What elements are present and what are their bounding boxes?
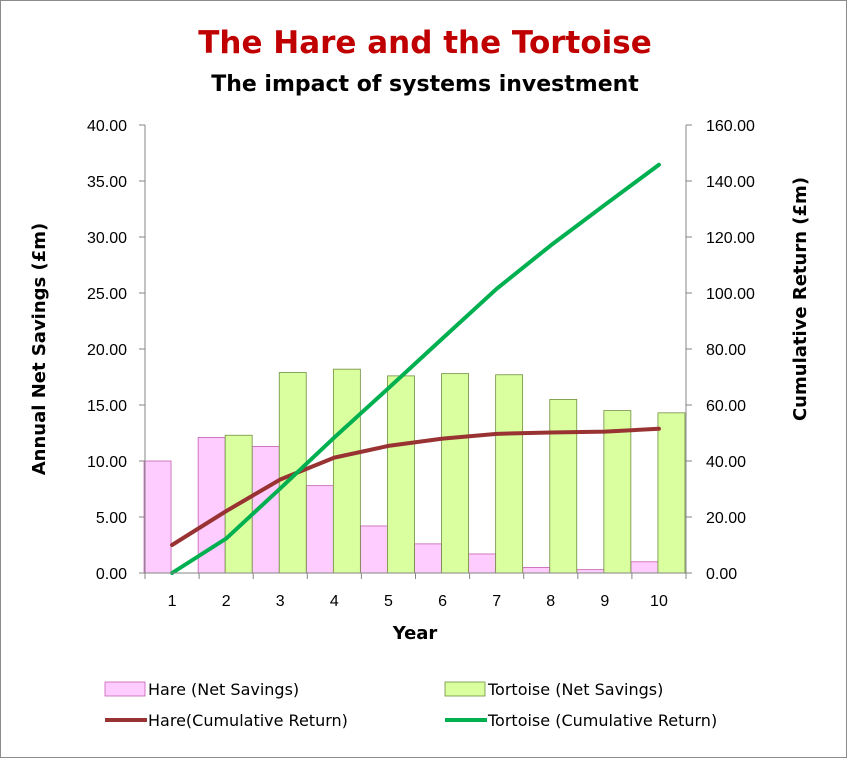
bar-hare-4 xyxy=(305,485,334,574)
bar-hare-6 xyxy=(414,543,442,574)
line-hare-cumulative xyxy=(170,426,661,547)
legend-label: Tortoise (Cumulative Return) xyxy=(487,711,717,730)
bar-hare-2 xyxy=(197,437,226,574)
y2-tick-label: 140.00 xyxy=(706,174,755,191)
legend-swatch xyxy=(104,681,146,697)
legend-label: Hare(Cumulative Return) xyxy=(148,711,348,730)
legend-item-tortoise-net-savings: Tortoise (Net Savings) xyxy=(444,680,663,699)
x-tick-label: 3 xyxy=(276,593,285,610)
x-tick-label: 6 xyxy=(438,593,447,610)
y-tick-label: 0.00 xyxy=(96,566,127,583)
y2-tick-label: 80.00 xyxy=(706,342,746,359)
bar-hare-5 xyxy=(360,525,388,574)
y2-tick-label: 0.00 xyxy=(706,566,737,583)
bar-tortoise-10 xyxy=(657,412,686,574)
plot-area: 0.005.0010.0015.0020.0025.0030.0035.0040… xyxy=(87,118,755,610)
y-tick-label: 35.00 xyxy=(87,174,127,191)
bar-tortoise-5 xyxy=(387,375,415,574)
x-tick-label: 9 xyxy=(600,593,609,610)
bar-tortoise-6 xyxy=(441,373,469,574)
y-axis-title: Annual Net Savings (£m) xyxy=(29,223,50,476)
bar-hare-10 xyxy=(630,561,659,574)
bar-hare-8 xyxy=(522,567,551,574)
y-tick-label: 30.00 xyxy=(87,230,127,247)
x-axis-title: Year xyxy=(392,623,438,644)
y2-tick-label: 120.00 xyxy=(706,230,755,247)
legend-label: Hare (Net Savings) xyxy=(148,680,299,699)
bar-tortoise-8 xyxy=(549,398,578,574)
y-tick-label: 15.00 xyxy=(87,398,127,415)
legend-item-tortoise-cumulative: Tortoise (Cumulative Return) xyxy=(445,711,717,730)
x-tick-label: 4 xyxy=(330,593,339,610)
y-tick-label: 10.00 xyxy=(87,454,127,471)
bar-hare-1 xyxy=(143,460,172,574)
legend-item-hare-cumulative: Hare(Cumulative Return) xyxy=(105,711,348,730)
legend: Hare (Net Savings) Tortoise (Net Savings)… xyxy=(104,680,717,730)
bar-hare-7 xyxy=(468,553,497,574)
y2-tick-label: 20.00 xyxy=(706,510,746,527)
x-tick-label: 2 xyxy=(222,593,231,610)
x-tick-label: 7 xyxy=(492,593,501,610)
x-tick-label: 1 xyxy=(168,593,177,610)
bar-tortoise-4 xyxy=(332,368,361,574)
y-tick-label: 5.00 xyxy=(96,510,127,527)
legend-swatch xyxy=(444,681,486,697)
bar-tortoise-7 xyxy=(495,374,524,574)
y2-tick-label: 160.00 xyxy=(706,118,755,135)
x-tick-label: 8 xyxy=(546,593,555,610)
line-tortoise-cumulative xyxy=(170,162,661,575)
x-tick-label: 5 xyxy=(384,593,393,610)
x-tick-label: 10 xyxy=(650,593,668,610)
y2-tick-label: 100.00 xyxy=(706,286,755,303)
y2-axis-title: Cumulative Return (£m) xyxy=(790,177,811,421)
y2-tick-label: 60.00 xyxy=(706,398,746,415)
y-tick-label: 25.00 xyxy=(87,286,127,303)
y2-tick-label: 40.00 xyxy=(706,454,746,471)
bar-tortoise-9 xyxy=(603,410,632,574)
chart-subtitle: The impact of systems investment xyxy=(211,72,639,97)
legend-label: Tortoise (Net Savings) xyxy=(487,680,663,699)
y-tick-label: 40.00 xyxy=(87,118,127,135)
legend-item-hare-net-savings: Hare (Net Savings) xyxy=(104,680,299,699)
y-tick-label: 20.00 xyxy=(87,342,127,359)
chart-title: The Hare and the Tortoise xyxy=(198,25,652,61)
bar-hare-9 xyxy=(576,569,605,574)
